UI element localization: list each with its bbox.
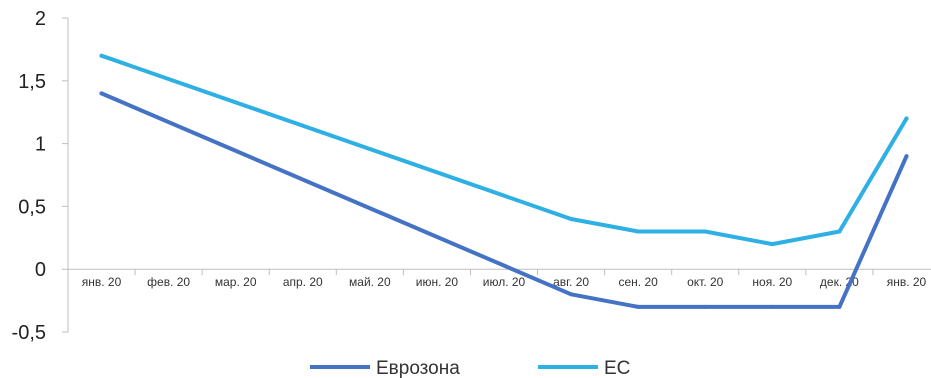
data-point bbox=[569, 217, 574, 221]
data-point bbox=[837, 304, 842, 309]
x-axis: янв. 20 фев. 20 мар. 20 апр. 20 май. 20 июн. … bbox=[67, 268, 931, 289]
x-tick-label: авг. 20 bbox=[553, 275, 589, 289]
x-tick-label: май. 20 bbox=[349, 275, 391, 289]
data-point bbox=[636, 304, 641, 309]
legend-label: ЕС bbox=[604, 358, 630, 378]
legend-item: Еврозона bbox=[310, 358, 460, 378]
series-1 bbox=[99, 91, 909, 309]
y-tick-label: 2 bbox=[35, 8, 46, 30]
series-line bbox=[99, 53, 909, 247]
x-tick-label: сен. 20 bbox=[618, 275, 658, 289]
x-tick-label: мар. 20 bbox=[215, 275, 257, 289]
legend-label: Еврозона bbox=[376, 358, 460, 378]
data-point bbox=[703, 304, 708, 309]
data-point bbox=[636, 229, 641, 234]
data-point bbox=[569, 292, 574, 297]
series-2 bbox=[99, 53, 909, 247]
data-point bbox=[770, 304, 775, 309]
y-tick-label: 1,5 bbox=[18, 71, 46, 93]
legend-item: ЕС bbox=[538, 358, 630, 378]
x-tick-label: июл. 20 bbox=[483, 275, 526, 289]
x-tick-label: окт. 20 bbox=[687, 275, 724, 289]
y-tick-label: -0,5 bbox=[12, 322, 46, 344]
legend: Еврозона ЕС bbox=[310, 358, 630, 378]
x-tick-label: ноя. 20 bbox=[752, 275, 792, 289]
data-point bbox=[99, 53, 104, 58]
data-point bbox=[99, 91, 104, 96]
y-axis: 2 1,5 1 0,5 0 -0,5 bbox=[12, 8, 69, 344]
y-tick-label: 1 bbox=[35, 134, 46, 156]
x-tick-label: фев. 20 bbox=[147, 275, 190, 289]
x-tick-label: апр. 20 bbox=[283, 275, 323, 289]
x-tick-label: июн. 20 bbox=[416, 275, 459, 289]
data-point bbox=[904, 154, 909, 159]
data-point bbox=[770, 242, 775, 247]
x-tick-label: янв. 20 bbox=[887, 275, 927, 289]
data-point bbox=[837, 229, 842, 234]
series-layer bbox=[99, 53, 909, 309]
x-tick-label: янв. 20 bbox=[82, 275, 122, 289]
y-tick-label: 0,5 bbox=[18, 196, 46, 218]
y-tick-label: 0 bbox=[35, 259, 46, 281]
data-point bbox=[904, 116, 909, 121]
data-point bbox=[703, 229, 708, 234]
